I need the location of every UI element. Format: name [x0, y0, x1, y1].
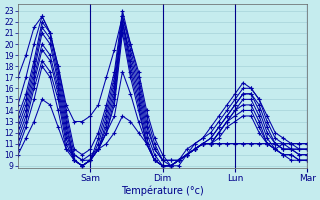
X-axis label: Température (°c): Température (°c) [121, 185, 204, 196]
